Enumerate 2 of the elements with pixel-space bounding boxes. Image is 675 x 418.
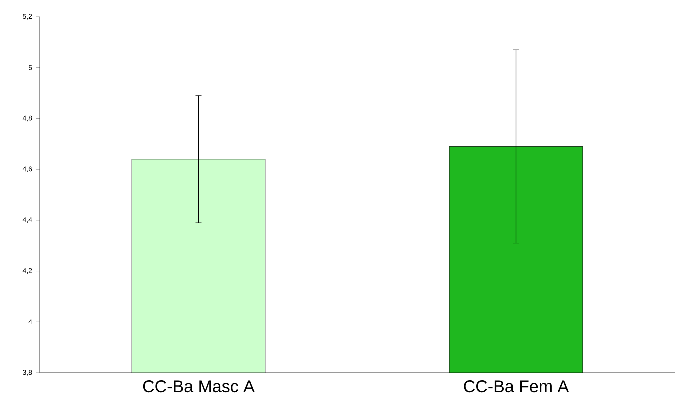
x-tick-label: CC-Ba Masc A xyxy=(143,380,255,393)
x-tick-label: CC-Ba Fem A xyxy=(464,380,570,393)
